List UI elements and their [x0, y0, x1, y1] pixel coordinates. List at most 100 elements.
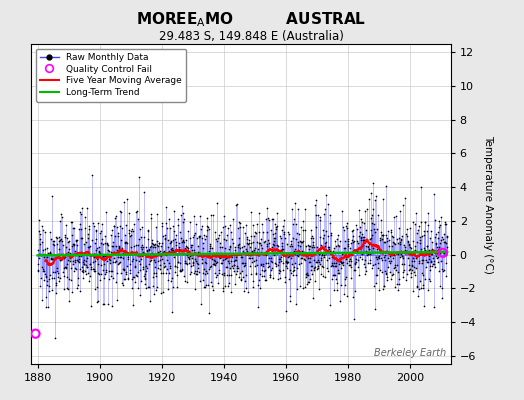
Point — [438, 285, 446, 292]
Point — [215, 240, 224, 246]
Point — [329, 262, 337, 269]
Point — [256, 249, 264, 256]
Point — [381, 232, 390, 238]
Point — [259, 239, 268, 246]
Point — [340, 227, 348, 234]
Point — [99, 240, 107, 247]
Point — [59, 269, 67, 276]
Point — [232, 254, 240, 260]
Point — [386, 253, 394, 259]
Point — [43, 250, 52, 256]
Point — [375, 287, 384, 294]
Point — [411, 247, 419, 253]
Point — [165, 248, 173, 254]
Point — [250, 232, 258, 239]
Point — [148, 250, 156, 256]
Point — [255, 209, 264, 216]
Point — [156, 248, 164, 254]
Point — [291, 260, 299, 267]
Point — [285, 253, 293, 259]
Point — [316, 217, 325, 224]
Point — [241, 278, 249, 284]
Point — [136, 267, 144, 274]
Point — [91, 286, 100, 292]
Point — [352, 259, 361, 266]
Point — [201, 284, 210, 290]
Point — [143, 248, 151, 254]
Point — [86, 272, 95, 279]
Point — [443, 244, 451, 250]
Point — [44, 260, 52, 267]
Point — [112, 247, 121, 253]
Point — [160, 235, 169, 242]
Point — [231, 244, 239, 250]
Point — [89, 252, 97, 258]
Point — [352, 222, 361, 228]
Point — [179, 210, 187, 216]
Point — [282, 262, 290, 269]
Point — [362, 242, 370, 249]
Point — [139, 189, 148, 195]
Point — [277, 258, 285, 264]
Point — [227, 229, 236, 235]
Point — [427, 257, 435, 264]
Point — [77, 235, 85, 241]
Point — [392, 213, 400, 220]
Point — [197, 301, 205, 308]
Point — [280, 229, 288, 236]
Point — [350, 238, 358, 244]
Point — [318, 226, 326, 233]
Point — [320, 232, 328, 238]
Point — [70, 264, 79, 271]
Point — [343, 224, 352, 231]
Point — [406, 244, 414, 250]
Point — [333, 280, 341, 286]
Point — [130, 250, 139, 256]
Point — [60, 272, 69, 279]
Point — [429, 191, 438, 198]
Point — [369, 226, 378, 232]
Point — [62, 264, 70, 270]
Point — [232, 270, 241, 277]
Point — [311, 202, 319, 208]
Point — [337, 282, 346, 288]
Point — [214, 270, 223, 276]
Point — [265, 240, 274, 246]
Point — [37, 251, 45, 257]
Point — [374, 260, 382, 266]
Point — [394, 240, 402, 246]
Point — [224, 225, 232, 232]
Point — [94, 260, 102, 267]
Point — [255, 277, 264, 283]
Point — [204, 224, 212, 231]
Point — [418, 260, 426, 266]
Point — [284, 254, 292, 260]
Point — [335, 242, 343, 249]
Point — [63, 248, 72, 255]
Point — [241, 260, 249, 266]
Point — [252, 230, 260, 236]
Point — [202, 260, 211, 266]
Point — [246, 240, 255, 247]
Point — [382, 270, 390, 276]
Point — [238, 254, 246, 260]
Point — [106, 252, 114, 258]
Point — [252, 270, 260, 277]
Point — [397, 235, 405, 242]
Point — [221, 283, 230, 289]
Point — [263, 205, 271, 211]
Point — [283, 259, 292, 266]
Point — [95, 244, 103, 250]
Point — [324, 233, 333, 240]
Point — [125, 230, 133, 236]
Point — [151, 264, 159, 270]
Point — [150, 256, 159, 263]
Point — [407, 258, 416, 264]
Point — [419, 282, 428, 288]
Point — [240, 263, 248, 269]
Point — [235, 240, 243, 247]
Point — [322, 250, 330, 256]
Point — [75, 259, 83, 265]
Point — [361, 270, 369, 277]
Point — [225, 280, 233, 286]
